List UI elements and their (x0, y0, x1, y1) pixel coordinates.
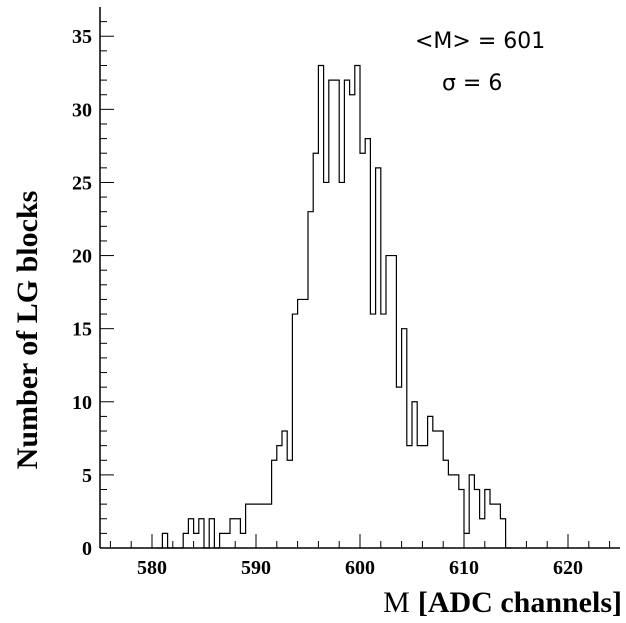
y-axis-ticks: 0 5 10 15 20 25 30 35 (72, 21, 114, 560)
histogram-bin (485, 490, 490, 548)
stats-annotations: <M> = 601 σ = 6 (415, 29, 545, 96)
y-tick-label: 20 (72, 246, 92, 268)
histogram-bin (266, 504, 271, 548)
y-tick-label: 5 (82, 465, 92, 487)
x-tick-label: 580 (137, 557, 167, 579)
histogram-bin (313, 153, 318, 548)
histogram-bin (199, 519, 204, 548)
histogram-bin (370, 314, 375, 548)
histogram-bin (386, 256, 391, 548)
histogram-bin (329, 80, 334, 548)
histogram-bin (407, 446, 412, 548)
y-tick-label: 35 (72, 26, 92, 48)
histogram-bin (443, 460, 448, 548)
histogram-bin (454, 475, 459, 548)
histogram-bin (287, 460, 292, 548)
histogram-bin (225, 533, 230, 548)
y-axis-label: Number of LG blocks (11, 191, 44, 470)
histogram-bin (344, 80, 349, 548)
annotation-sigma: σ = 6 (442, 71, 502, 96)
histogram-bin (448, 475, 453, 548)
histogram-bin (438, 431, 443, 548)
histogram-bin (428, 416, 433, 548)
histogram-bin (277, 446, 282, 548)
y-tick-label: 10 (72, 392, 92, 414)
histogram-bin (360, 153, 365, 548)
histogram-bin (188, 519, 193, 548)
histogram-bin (480, 519, 485, 548)
x-tick-label: 590 (241, 557, 271, 579)
histogram-bin (376, 168, 381, 548)
histogram-bin (303, 299, 308, 548)
y-tick-label: 0 (82, 538, 92, 560)
x-tick-label: 610 (449, 557, 479, 579)
histogram-bin (282, 431, 287, 548)
histogram-bin (240, 533, 245, 548)
histogram-bin (355, 65, 360, 548)
histogram-bin (469, 475, 474, 548)
histogram-bin (324, 182, 329, 548)
histogram-bin (194, 533, 199, 548)
x-axis-label-plain: M (383, 586, 410, 619)
histogram-bin (235, 519, 240, 548)
histogram-bin (464, 533, 469, 548)
histogram-bin (381, 314, 386, 548)
annotation-mean: <M> = 601 (415, 29, 545, 54)
histogram-bin (251, 504, 256, 548)
histogram-bin (402, 329, 407, 548)
histogram-bin (495, 504, 500, 548)
histogram-bin (459, 490, 464, 548)
histogram-bin (308, 212, 313, 548)
histogram-bin (256, 504, 261, 548)
histogram-bin (396, 387, 401, 548)
histogram-bin (391, 256, 396, 548)
x-axis-label-bold: [ADC channels] (418, 586, 622, 619)
histogram-bin (162, 533, 167, 548)
histogram-bin (412, 402, 417, 548)
histogram-bin (422, 446, 427, 548)
histogram-bin (474, 490, 479, 548)
histogram-bin (500, 519, 505, 548)
histogram-bin (365, 139, 370, 548)
histogram-bin (183, 533, 188, 548)
histogram-bin (220, 533, 225, 548)
histogram-bin (261, 504, 266, 548)
histogram-bin (246, 504, 251, 548)
histogram-bin (350, 95, 355, 548)
y-tick-label: 30 (72, 99, 92, 121)
x-axis-label: M [ADC channels] (383, 586, 622, 619)
x-tick-label: 600 (345, 557, 375, 579)
x-tick-label: 620 (553, 557, 583, 579)
histogram-bin (334, 80, 339, 548)
histogram-bin (490, 504, 495, 548)
histogram-bin (417, 446, 422, 548)
histogram-bars (157, 64, 511, 549)
y-tick-label: 15 (72, 319, 92, 341)
histogram-bin (230, 519, 235, 548)
histogram-bin (272, 460, 277, 548)
histogram-bin (318, 65, 323, 548)
histogram-bin (298, 299, 303, 548)
histogram-bin (209, 519, 214, 548)
y-tick-label: 25 (72, 172, 92, 194)
histogram-bin (433, 431, 438, 548)
histogram-bin (339, 182, 344, 548)
histogram-bin (292, 314, 297, 548)
x-axis-ticks: 580 590 600 610 620 (109, 534, 611, 579)
